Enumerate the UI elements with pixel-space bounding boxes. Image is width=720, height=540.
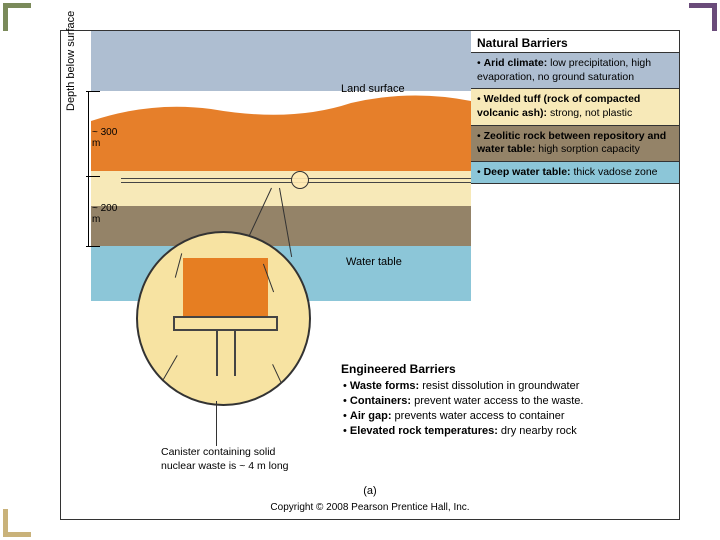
depth-axis: ~ 300 m ~ 200 m [86,91,121,251]
natural-barrier-row: • Welded tuff (rock of compacted volcani… [471,89,679,125]
slide-corner-tr [689,3,717,31]
water-table-label: Water table [346,256,402,268]
slide-corner-bl [3,509,31,537]
depth-200: ~ 200 m [92,203,121,225]
figure-container: Land surface Water table ~ 300 m ~ 200 m… [60,30,680,520]
callout-detail [136,231,311,406]
axis-label: Depth below surface [65,11,77,111]
natural-barriers-title: Natural Barriers [471,31,679,53]
canister-stem [216,331,236,376]
figure-letter: (a) [363,485,376,497]
repository-detail-marker [291,171,309,189]
natural-barrier-row: • Deep water table: thick vadose zone [471,162,679,185]
engineered-barrier-item: • Waste forms: resist dissolution in gro… [343,379,671,394]
natural-barrier-row: • Zeolitic rock between repository and w… [471,126,679,162]
engineered-barrier-item: • Containers: prevent water access to th… [343,394,671,409]
engineered-barrier-item: • Air gap: prevents water access to cont… [343,409,671,424]
engineered-barriers-title: Engineered Barriers [341,361,671,377]
land-surface-label: Land surface [341,83,405,95]
copyright-text: Copyright © 2008 Pearson Prentice Hall, … [270,502,469,513]
canister-shield [173,316,278,331]
natural-barriers-panel: Natural Barriers • Arid climate: low pre… [471,31,679,299]
natural-barrier-row: • Arid climate: low precipitation, high … [471,53,679,89]
engineered-barrier-item: • Elevated rock temperatures: dry nearby… [343,424,671,439]
canister-leader-line [216,401,217,446]
canister-caption: Canister containing solid nuclear waste … [161,446,291,473]
depth-300: ~ 300 m [92,127,121,149]
engineered-barriers-panel: Engineered Barriers • Waste forms: resis… [341,361,671,439]
slide-corner-tl [3,3,31,31]
waste-block [183,258,268,318]
layer-zeolite [91,206,471,246]
